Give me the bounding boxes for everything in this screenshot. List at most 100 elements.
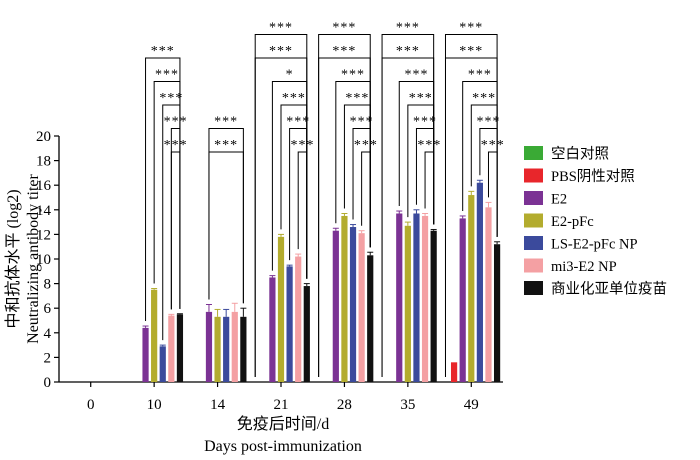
- y-ticks: 0 2 4 6 8 10 12 14 16 18 20: [36, 129, 59, 391]
- y-tick-label: 4: [44, 326, 52, 342]
- significance-bracket: [170, 151, 181, 310]
- bar: [240, 316, 247, 382]
- bar: [295, 256, 302, 382]
- bar: [269, 277, 276, 382]
- significance-label: ***: [151, 44, 175, 59]
- legend-label: 商业化亚单位疫苗: [551, 281, 667, 298]
- x-tick-label: 28: [337, 397, 352, 413]
- bar: [459, 218, 466, 382]
- x-tick-label: 49: [464, 397, 479, 413]
- bar: [231, 311, 238, 382]
- legend-swatch: [524, 213, 543, 228]
- y-axis-label-en: Neutralizing antibody titer: [25, 173, 42, 343]
- bar: [421, 215, 429, 382]
- significance-label: ***: [417, 138, 441, 153]
- significance-bracket: [297, 151, 308, 279]
- significance-label: ***: [396, 44, 420, 59]
- significance-label: ***: [159, 91, 183, 106]
- significance-label: ***: [214, 138, 238, 153]
- significance-label: ***: [459, 21, 483, 36]
- legend-swatch: [524, 281, 543, 295]
- significance-label: ***: [476, 115, 500, 130]
- bar: [303, 286, 310, 382]
- y-tick-label: 0: [44, 375, 52, 391]
- significance-label: ***: [404, 68, 428, 83]
- significance-label: ***: [341, 68, 365, 83]
- x-axis-label-en: Days post-immunization: [204, 438, 362, 455]
- y-tick-label: 18: [36, 154, 51, 170]
- significance-label: ***: [396, 21, 420, 36]
- y-tick-label: 20: [36, 129, 51, 145]
- significance-bracket: [361, 151, 371, 248]
- bar: [223, 316, 230, 382]
- bar: [176, 314, 184, 382]
- x-tick-label: 0: [87, 397, 95, 413]
- significance-label: ***: [345, 91, 369, 106]
- significance-label: ***: [282, 91, 306, 106]
- bar: [404, 225, 411, 382]
- legend-swatch: [524, 168, 543, 183]
- significance-bracket: [208, 151, 244, 304]
- significance-label: ***: [291, 138, 315, 153]
- y-axis-label-zh: 中和抗体水平 (log2): [4, 189, 22, 328]
- legend-label: E2-pFc: [551, 214, 594, 230]
- bar: [349, 227, 357, 382]
- bar: [468, 195, 475, 382]
- significance-label: ***: [269, 21, 293, 36]
- legend-label: PBS阴性对照: [551, 168, 635, 185]
- bar: [430, 230, 437, 382]
- bar: [142, 327, 149, 382]
- y-tick-label: 16: [36, 178, 52, 194]
- bar: [485, 207, 492, 382]
- significance-label: ***: [472, 91, 496, 106]
- y-tick-label: 6: [44, 301, 52, 317]
- significance-bracket: [487, 151, 498, 237]
- significance-label: ***: [164, 115, 188, 130]
- significance-label: ***: [155, 68, 179, 83]
- y-tick-label: 8: [44, 277, 52, 293]
- bar: [159, 346, 166, 382]
- bar: [151, 289, 158, 382]
- legend: 空白对照 PBS阴性对照 E2 E2-pFc LS-E2-pFc NP mi3-E2 NP…: [524, 146, 667, 298]
- y-tick-label: 14: [36, 203, 52, 219]
- x-tick-label: 14: [210, 397, 226, 413]
- bar: [277, 236, 285, 382]
- legend-label: E2: [551, 192, 567, 208]
- significance-bracket: [280, 104, 308, 279]
- bar: [332, 230, 339, 382]
- x-axis-label-zh: 免疫后时间/d: [237, 415, 329, 433]
- significance-label: ***: [409, 91, 433, 106]
- significance-label: ***: [354, 138, 378, 153]
- significance-label: ***: [332, 21, 356, 36]
- bar: [450, 362, 458, 382]
- significance-label: ***: [413, 115, 437, 130]
- legend-label: mi3-E2 NP: [551, 259, 617, 275]
- significance-label: *: [286, 68, 294, 83]
- significance-bracket: [170, 128, 181, 310]
- legend-swatch: [524, 191, 543, 205]
- bar: [341, 215, 348, 382]
- significance-label: ***: [164, 138, 188, 153]
- significance-bracket: [424, 151, 435, 225]
- x-tick-label: 10: [147, 397, 162, 413]
- significance-label: ***: [286, 115, 310, 130]
- bar: [286, 266, 293, 382]
- significance-label: ***: [269, 44, 293, 59]
- legend-swatch: [524, 146, 543, 160]
- bar: [205, 311, 213, 382]
- legend-label: LS-E2-pFc NP: [551, 237, 638, 253]
- bar: [493, 244, 501, 382]
- y-tick-label: 10: [36, 252, 51, 268]
- bars: [142, 179, 501, 382]
- y-tick-label: 12: [36, 227, 51, 243]
- bar: [358, 233, 365, 382]
- significance-brackets: ****************************************…: [145, 21, 504, 377]
- significance-bracket: [208, 128, 244, 304]
- x-tick-label: 21: [274, 397, 289, 413]
- bar: [476, 182, 483, 382]
- significance-label: ***: [350, 115, 374, 130]
- bar: [214, 316, 221, 382]
- significance-label: ***: [459, 44, 483, 59]
- bar: [396, 213, 403, 382]
